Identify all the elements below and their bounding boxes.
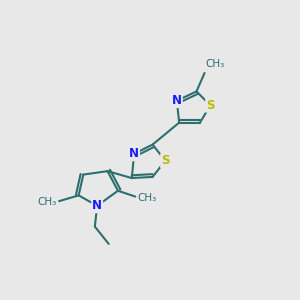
Text: N: N (172, 94, 182, 107)
Text: CH₃: CH₃ (206, 59, 225, 70)
Text: S: S (161, 154, 170, 167)
Text: N: N (92, 199, 102, 212)
Text: CH₃: CH₃ (138, 193, 157, 203)
Text: S: S (206, 99, 214, 112)
Text: CH₃: CH₃ (38, 197, 57, 207)
Text: N: N (129, 147, 139, 160)
